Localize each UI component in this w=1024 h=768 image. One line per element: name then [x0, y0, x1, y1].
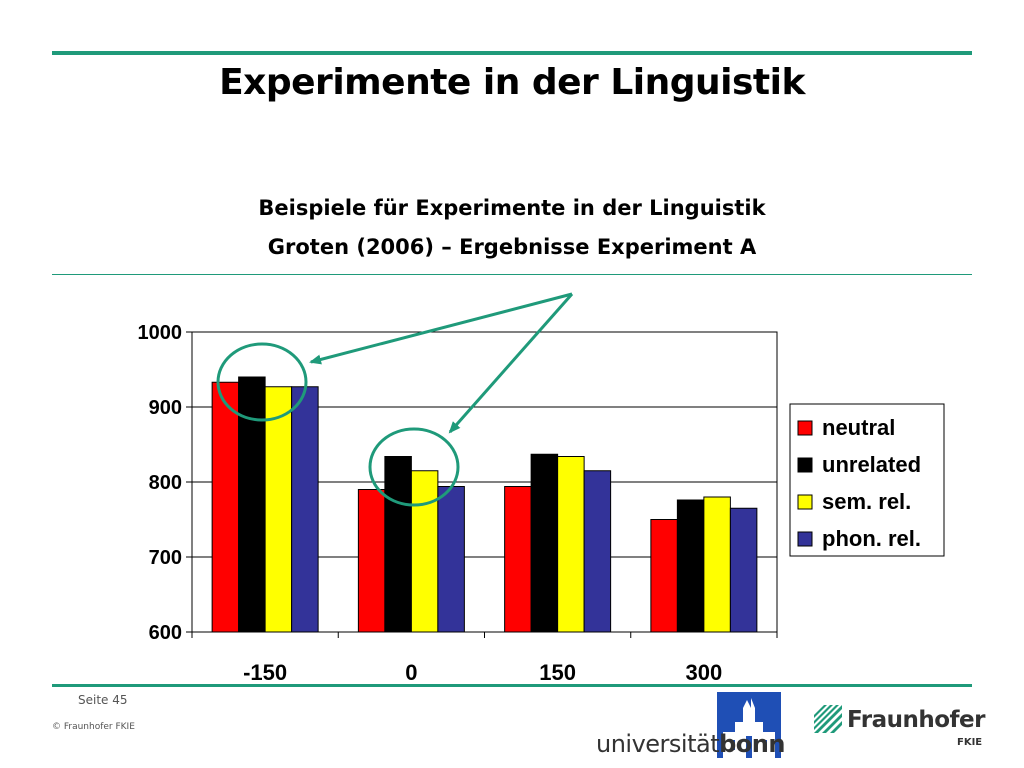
- bar-unrelated-1: [384, 456, 412, 633]
- bar-neutral-1: [357, 489, 386, 633]
- legend-label: phon. rel.: [822, 526, 921, 551]
- y-tick-label: 600: [149, 622, 182, 644]
- bonn-wordmark-prefix: universität: [596, 730, 720, 758]
- top-rule: [52, 51, 972, 55]
- copyright-notice: © Fraunhofer FKIE: [52, 722, 135, 732]
- x-tick-label: 150: [539, 660, 576, 685]
- middle-rule: [52, 274, 972, 275]
- annotation-circle: [216, 342, 308, 422]
- bonn-building-icon: [717, 692, 781, 758]
- legend-swatch: [797, 457, 813, 473]
- fraunhofer-institute-label: FKIE: [957, 737, 983, 748]
- bar-chart: 600 700 800 900 1000 -150 0 150 300 neutral unrela…: [138, 292, 945, 685]
- annotation-arrow: [448, 293, 574, 434]
- bonn-wordmark: universitätbonn: [596, 730, 785, 758]
- legend-swatch: [797, 494, 813, 510]
- legend-label: sem. rel.: [822, 489, 911, 514]
- bar-neutral-3: [650, 519, 678, 633]
- x-tick-label: 300: [686, 660, 723, 685]
- x-tick-label: 0: [405, 660, 417, 685]
- bar-sem-rel-3: [703, 496, 731, 633]
- y-tick-label: 1000: [138, 322, 183, 344]
- bar-phon-rel-2: [583, 470, 612, 633]
- legend-swatch: [797, 420, 813, 436]
- university-bonn-logo: universitätbonn: [596, 692, 786, 762]
- bar-phon-rel-1: [437, 486, 465, 633]
- bar-phon-rel-3: [729, 507, 758, 633]
- bar-unrelated-2: [530, 453, 559, 633]
- chart-subtitle-line1: Beispiele für Experimente in der Linguis…: [258, 196, 766, 220]
- bar-sem-rel-0: [264, 386, 293, 633]
- slide-title: Experimente in der Linguistik: [219, 62, 805, 103]
- bar-phon-rel-0: [291, 386, 319, 633]
- bar-neutral-2: [504, 486, 532, 633]
- bar-sem-rel-1: [410, 470, 439, 633]
- chart-subtitle-line2: Groten (2006) – Ergebnisse Experiment A: [267, 235, 757, 259]
- bottom-rule: [52, 684, 972, 687]
- y-tick-label: 800: [149, 472, 182, 494]
- legend-box: [789, 403, 945, 557]
- legend-label: unrelated: [822, 452, 921, 477]
- bar-unrelated-3: [676, 499, 705, 633]
- fraunhofer-logo: Fraunhofer FKIE: [814, 703, 985, 753]
- legend-label: neutral: [822, 415, 895, 440]
- bonn-wordmark-bold: bonn: [719, 730, 785, 758]
- y-tick-label: 700: [149, 547, 182, 569]
- legend-swatch: [797, 531, 813, 547]
- x-tick-label: -150: [243, 660, 287, 685]
- y-tick-label: 900: [149, 397, 182, 419]
- page-number: Seite 45: [78, 693, 128, 707]
- fraunhofer-mark-icon: [814, 705, 842, 733]
- fraunhofer-wordmark: Fraunhofer: [847, 707, 985, 733]
- bar-sem-rel-2: [557, 456, 585, 633]
- annotation-circle: [368, 427, 460, 507]
- annotation-arrow: [309, 292, 573, 365]
- bar-neutral-0: [211, 381, 240, 633]
